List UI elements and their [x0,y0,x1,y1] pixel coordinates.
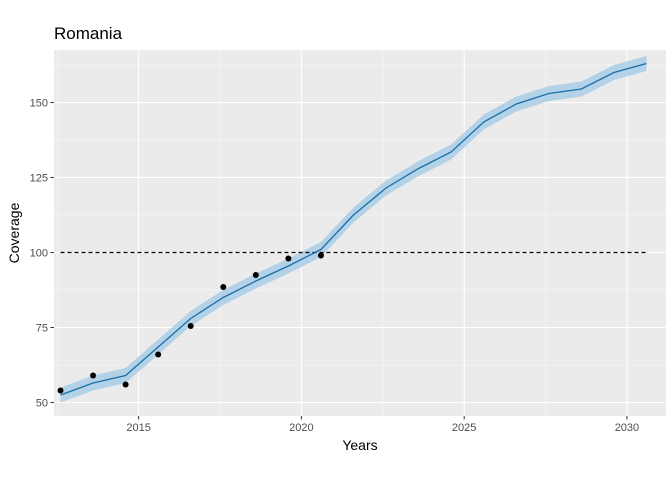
y-tick-label: 150 [30,98,48,110]
x-tick-label: 2025 [452,422,476,434]
x-tick-label: 2030 [615,422,639,434]
observed-point [220,284,227,290]
observed-point [122,381,129,388]
observed-point [57,387,64,394]
observed-points [57,252,324,394]
y-axis-title: Coverage [6,202,22,263]
y-tick-label: 100 [30,248,48,260]
x-tick-label: 2015 [126,422,150,434]
confidence-ribbon [60,56,647,403]
observed-point [155,351,162,358]
y-axis-ticks: 50 75 100 125 150 [30,98,54,410]
observed-point [252,272,259,278]
y-tick-label: 50 [36,398,48,410]
chart-title: Romania [54,24,123,43]
major-gridlines [54,50,666,416]
x-axis-ticks: 2015 2020 2025 2030 [126,416,639,434]
x-tick-label: 2020 [289,422,313,434]
fitted-line [60,62,647,396]
observed-point [317,252,324,259]
minor-gridlines [54,50,666,416]
x-axis-title: Years [342,437,377,453]
y-tick-label: 75 [36,323,48,335]
observed-point [90,372,97,379]
y-tick-label: 125 [30,173,48,185]
observed-point [187,323,194,329]
observed-point [285,255,292,262]
